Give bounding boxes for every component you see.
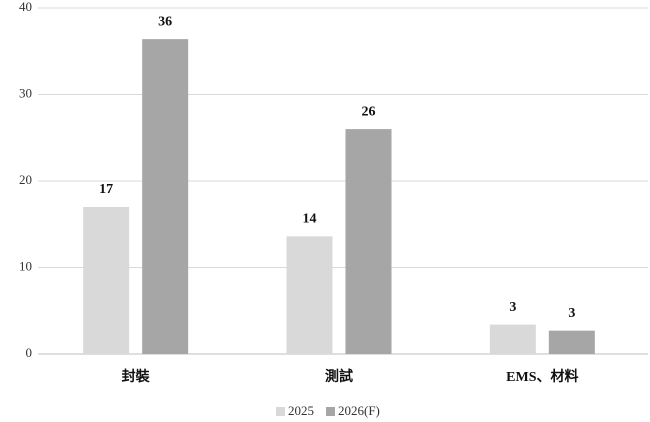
x-tick-label: 封裝: [122, 368, 151, 385]
y-tick-label: 10: [19, 258, 32, 273]
data-label: 14: [303, 212, 317, 227]
bar: [83, 206, 130, 354]
data-label: 36: [158, 14, 172, 29]
bar: [548, 330, 595, 354]
y-tick-label: 20: [19, 172, 32, 187]
bar: [489, 324, 536, 354]
x-tick-label: 測試: [325, 368, 353, 385]
legend-label: 2026(F): [338, 403, 380, 418]
legend-label: 2025: [288, 403, 314, 418]
y-tick-label: 40: [19, 0, 32, 14]
y-tick-label: 30: [19, 85, 32, 100]
bar: [142, 39, 189, 354]
data-label: 3: [568, 306, 575, 321]
y-tick-label: 0: [26, 345, 33, 360]
data-label: 26: [362, 104, 376, 119]
x-tick-label: EMS、材料: [506, 368, 578, 385]
bar: [345, 129, 392, 354]
data-label: 17: [99, 182, 113, 197]
bar: [286, 236, 333, 354]
legend-swatch: [276, 407, 285, 416]
legend-swatch: [326, 407, 335, 416]
data-label: 3: [509, 300, 516, 315]
